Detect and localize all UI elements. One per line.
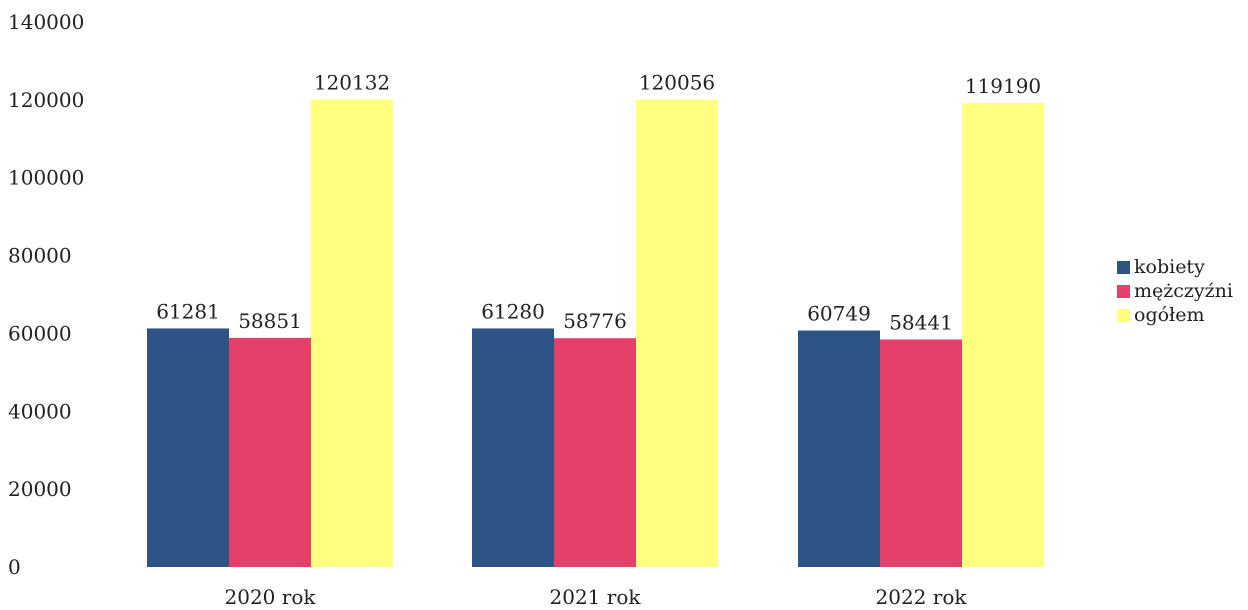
y-tick-label: 80000 <box>8 244 72 268</box>
bar-series-group <box>147 99 1044 567</box>
data-label: 58441 <box>889 310 953 334</box>
legend-label: ogółem <box>1134 304 1204 326</box>
data-label: 60749 <box>807 302 871 326</box>
data-label: 61281 <box>156 299 220 323</box>
y-tick-label: 140000 <box>8 10 84 34</box>
legend-label: kobiety <box>1134 256 1205 278</box>
y-tick-label: 20000 <box>8 477 72 501</box>
legend-swatch <box>1117 285 1130 298</box>
legend-label: mężczyźni <box>1134 280 1233 302</box>
bar-kobiety-1 <box>147 328 229 567</box>
bar-kobiety-2 <box>472 328 554 567</box>
y-tick-label: 120000 <box>8 88 84 112</box>
data-label: 58776 <box>563 309 627 333</box>
bar-mezczyzni-2 <box>554 338 636 567</box>
x-category-label: 2021 rok <box>550 585 642 609</box>
y-tick-label: 60000 <box>8 321 72 345</box>
legend-swatch <box>1117 261 1130 274</box>
bar-mezczyzni-1 <box>229 337 311 567</box>
x-category-label: 2022 rok <box>876 585 968 609</box>
data-label: 119190 <box>965 74 1041 98</box>
bar-mezczyzni-3 <box>880 339 962 567</box>
data-label: 120132 <box>314 70 390 94</box>
data-label: 120056 <box>639 71 715 95</box>
data-labels: 61281 58851 120132 61280 58776 120056 60749 584… <box>156 70 1041 334</box>
data-label: 61280 <box>481 299 545 323</box>
bar-ogolem-1 <box>311 99 393 567</box>
y-tick-label: 100000 <box>8 166 84 190</box>
x-axis: 2020 rok 2021 rok 2022 rok <box>225 585 968 609</box>
y-axis: 0 20000 40000 60000 80000 100000 120000 140000 <box>8 10 84 579</box>
bar-kobiety-3 <box>798 330 880 567</box>
data-label: 58851 <box>238 309 302 333</box>
y-tick-label: 40000 <box>8 399 72 423</box>
bar-ogolem-2 <box>636 99 718 567</box>
bar-ogolem-3 <box>962 103 1044 567</box>
legend-swatch <box>1117 309 1130 322</box>
x-category-label: 2020 rok <box>225 585 317 609</box>
y-tick-label: 0 <box>8 555 21 579</box>
